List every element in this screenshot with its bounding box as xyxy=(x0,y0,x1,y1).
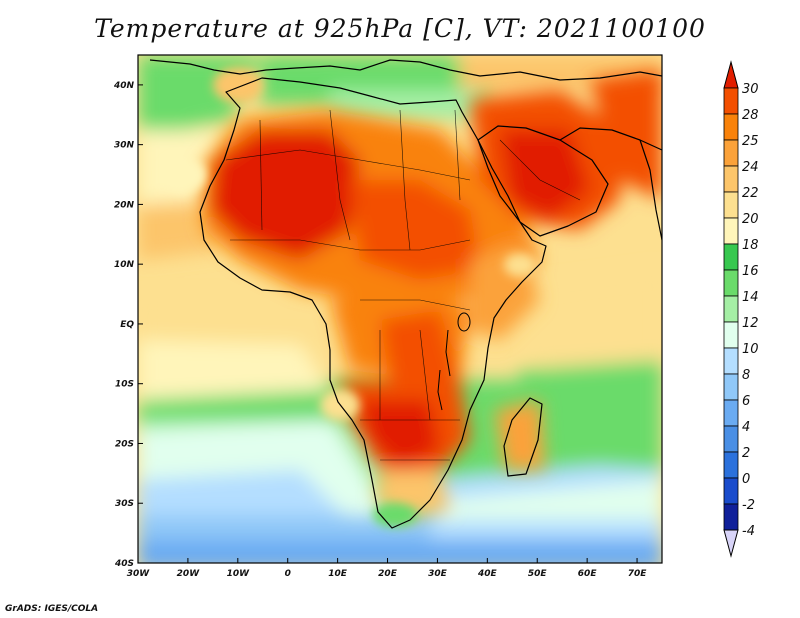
credit-label: GrADS: IGES/COLA xyxy=(5,604,99,614)
lon-tick-label: 10W xyxy=(227,569,251,579)
country-borders xyxy=(225,109,581,461)
legend-label: 2 xyxy=(742,446,750,461)
lon-tick-label: 0 xyxy=(285,569,291,579)
lat-tick-label: 10N xyxy=(114,260,135,270)
lakes xyxy=(437,312,471,411)
map-title: Temperature at 925hPa [C], VT: 202110010… xyxy=(94,14,706,43)
plot-frame xyxy=(137,54,663,564)
legend-label: 24 xyxy=(742,160,759,175)
lon-tick-label: 70E xyxy=(628,569,648,579)
lat-tick-label: 40S xyxy=(114,559,134,569)
legend-top-arrow xyxy=(723,60,739,89)
legend-color-box xyxy=(723,503,739,531)
legend-color-box xyxy=(723,191,739,219)
lat-tick-label: 10S xyxy=(115,380,134,390)
lat-tick-label: 30S xyxy=(115,499,134,509)
lon-tick-label: 20W xyxy=(177,569,201,579)
legend-label: 16 xyxy=(742,264,759,279)
legend-color-box xyxy=(723,399,739,427)
lat-tick-label: 20S xyxy=(115,439,134,449)
longitude-axis: 30W 20W 10W 0 10E 20E 30E 40E 50E 60E 70E xyxy=(127,558,647,579)
lon-tick-label: 40E xyxy=(477,569,498,579)
legend-label: 30 xyxy=(742,82,759,97)
legend-color-box xyxy=(723,113,739,141)
legend-color-box xyxy=(723,347,739,375)
legend-label: 14 xyxy=(742,290,759,305)
legend-color-box xyxy=(723,165,739,193)
latitude-axis: 40N 30N 20N 10N EQ 10S 20S 30S 40S xyxy=(113,81,143,569)
coastline xyxy=(149,59,662,529)
legend-label: 0 xyxy=(742,472,750,487)
lon-tick-label: 30E xyxy=(428,569,448,579)
legend-label: 10 xyxy=(742,342,759,357)
legend-label: -2 xyxy=(742,498,755,513)
legend-label: -4 xyxy=(742,524,755,539)
legend-label: 18 xyxy=(742,238,759,253)
lat-tick-label: 20N xyxy=(114,200,135,210)
legend-bottom-arrow xyxy=(723,529,739,558)
legend-color-box xyxy=(723,425,739,453)
legend-label: 8 xyxy=(742,368,750,383)
lat-tick-label: EQ xyxy=(120,320,134,330)
legend-color-box xyxy=(723,321,739,349)
legend-label: 25 xyxy=(742,134,759,149)
lon-tick-label: 60E xyxy=(578,569,598,579)
legend-color-box xyxy=(723,243,739,271)
legend-color-box xyxy=(723,217,739,245)
legend-color-box xyxy=(723,139,739,167)
legend-label: 20 xyxy=(742,212,759,227)
legend-label: 12 xyxy=(742,316,759,331)
legend-color-box xyxy=(723,295,739,323)
legend-color-box xyxy=(723,477,739,505)
legend-color-box xyxy=(723,451,739,479)
legend-label: 22 xyxy=(742,186,759,201)
lon-tick-label: 50E xyxy=(528,569,548,579)
lon-tick-label: 10E xyxy=(328,569,348,579)
lon-tick-label: 20E xyxy=(378,569,398,579)
lat-tick-label: 30N xyxy=(114,141,135,151)
legend-label: 28 xyxy=(742,108,759,123)
lat-tick-label: 40N xyxy=(113,81,135,91)
legend-color-box xyxy=(723,373,739,401)
legend-label: 4 xyxy=(742,420,750,435)
legend-color-box xyxy=(723,87,739,115)
legend-color-box xyxy=(723,269,739,297)
legend-label: 6 xyxy=(742,394,750,409)
temperature-field xyxy=(138,55,662,563)
lon-tick-label: 30W xyxy=(127,569,151,579)
